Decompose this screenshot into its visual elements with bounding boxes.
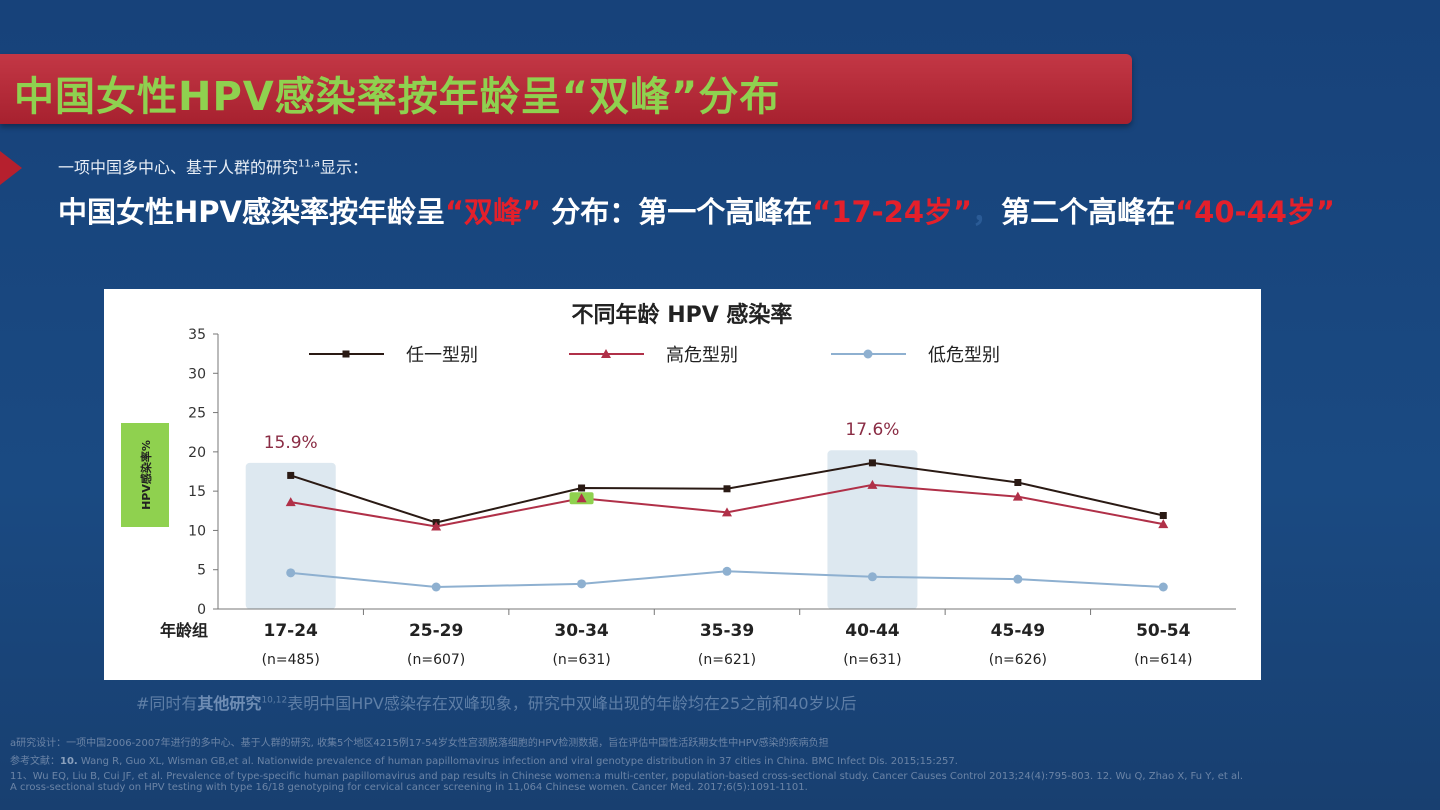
headline-part-3: 第二个高峰在: [1001, 195, 1176, 229]
data-point-any: [287, 471, 295, 479]
x-tick-label: 35-39: [700, 621, 754, 641]
y-axis-title: HPV感染率%: [139, 440, 153, 510]
ref10-num: 10.: [60, 756, 78, 767]
data-point-high: [576, 493, 587, 503]
sample-size-label: (n=621): [698, 652, 756, 668]
intro-suffix: 显示：: [320, 158, 369, 177]
y-axis-label-box: [121, 423, 169, 527]
y-tick-label: 10: [188, 523, 206, 539]
data-point-high: [867, 479, 878, 489]
headline: 中国女性HPV感染率按年龄呈“双峰” 分布：第一个高峰在“17-24岁”，第二个…: [58, 186, 1378, 238]
x-tick-label: 40-44: [845, 621, 900, 641]
intro-sup: 11,a: [298, 158, 321, 170]
note-text: #同时有其他研究10,12表明中国HPV感染存在双峰现象，研究中双峰出现的年龄均…: [136, 690, 857, 714]
data-point-high: [1158, 519, 1169, 529]
data-point-high: [722, 507, 732, 517]
x-tick-label: 45-49: [991, 621, 1045, 641]
highlight-band-17-24: [245, 462, 336, 609]
sample-size-label: (n=631): [552, 652, 610, 668]
data-point-low: [722, 566, 732, 576]
headline-red-2: “17-24岁”: [812, 195, 973, 229]
legend-marker-triangle: [601, 349, 611, 358]
peak-annotation: 17.6%: [845, 420, 899, 440]
data-point-high: [431, 521, 442, 531]
sample-size-label: (n=626): [989, 652, 1047, 668]
chart-panel: 不同年龄 HPV 感染率 0 5 10 15 20 25 30 35 17-24 (n=485) 25…: [104, 289, 1261, 680]
bullet-arrow-icon: [0, 151, 22, 185]
data-point-high: [285, 497, 296, 507]
data-point-low: [577, 579, 587, 589]
y-tick-label: 0: [197, 602, 206, 618]
sample-size-label: (n=614): [1134, 652, 1192, 668]
data-point-low: [1158, 582, 1168, 592]
headline-part-1: 中国女性HPV感染率按年龄呈: [58, 195, 445, 229]
data-point-any: [868, 459, 876, 467]
x-tick-label: 50-54: [1136, 621, 1191, 641]
x-tick-label: 25-29: [409, 621, 463, 641]
note-prefix: #同时有: [136, 694, 198, 713]
y-tick-label: 15: [188, 484, 206, 500]
legend-label-2: 高危型别: [666, 345, 738, 366]
footnote-ref12: A cross-sectional study on HPV testing w…: [10, 782, 808, 793]
y-tick-label: 20: [188, 445, 206, 461]
footnote-design: a研究设计：一项中国2006-2007年进行的多中心、基于人群的研究, 收集5个…: [10, 738, 829, 749]
intro-main: 一项中国多中心、基于人群的研究: [58, 158, 299, 177]
headline-red-3: “40-44岁”: [1175, 195, 1335, 229]
note-bold: 其他研究: [197, 694, 262, 713]
data-point-low: [431, 582, 441, 592]
sample-size-label: (n=485): [262, 652, 320, 668]
headline-separator: ，: [972, 195, 1002, 229]
data-point-low: [286, 568, 296, 578]
highlight-band-40-44: [827, 450, 918, 609]
data-point-any: [723, 485, 731, 493]
title-banner: 中国女性HPV感染率按年龄呈“双峰”分布: [0, 54, 1132, 124]
footnote-ref10: 参考文献：10. Wang R, Guo XL, Wisman GB,et al…: [10, 752, 958, 767]
line-chart: 不同年龄 HPV 感染率 0 5 10 15 20 25 30 35 17-24 (n=485) 25…: [121, 302, 1236, 668]
headline-red-1: “双峰”: [444, 195, 542, 229]
y-tick-label: 25: [188, 406, 206, 422]
note-sup: 10,12: [261, 695, 288, 706]
footnote-ref11: 11、Wu EQ, Liu B, Cui JF, et al. Prevalen…: [10, 771, 1244, 782]
data-point-any: [578, 484, 586, 492]
data-point-any: [1159, 512, 1167, 519]
x-tick-label: 17-24: [264, 621, 319, 641]
legend-marker-square: [342, 350, 350, 358]
x-tick-label: 30-34: [554, 621, 609, 641]
y-tick-label: 5: [197, 563, 206, 579]
data-point-any: [1014, 479, 1022, 486]
ref-label: 参考文献：: [10, 756, 60, 767]
data-point-high: [1012, 491, 1023, 501]
legend-label-3: 低危型别: [928, 345, 1000, 366]
y-tick-label: 30: [188, 366, 206, 382]
headline-part-2: 分布：第一个高峰在: [541, 195, 813, 229]
sample-size-label: (n=607): [407, 652, 465, 668]
slide-title: 中国女性HPV感染率按年龄呈“双峰”分布: [14, 74, 781, 120]
data-point-low: [1013, 574, 1023, 584]
x-axis-title: 年龄组: [160, 621, 208, 640]
sample-size-label: (n=631): [843, 652, 901, 668]
legend-marker-circle: [863, 349, 873, 359]
note-body: 表明中国HPV感染存在双峰现象，研究中双峰出现的年龄均在25之前和40岁以后: [287, 694, 857, 713]
y-tick-label: 35: [188, 327, 206, 343]
intro-text: 一项中国多中心、基于人群的研究11,a显示：: [58, 154, 368, 178]
chart-title: 不同年龄 HPV 感染率: [572, 302, 793, 328]
legend-label-1: 任一型别: [406, 345, 478, 366]
ref10-text: Wang R, Guo XL, Wisman GB,et al. Nationw…: [77, 756, 958, 767]
data-point-low: [867, 572, 877, 582]
peak-annotation: 15.9%: [264, 433, 318, 453]
